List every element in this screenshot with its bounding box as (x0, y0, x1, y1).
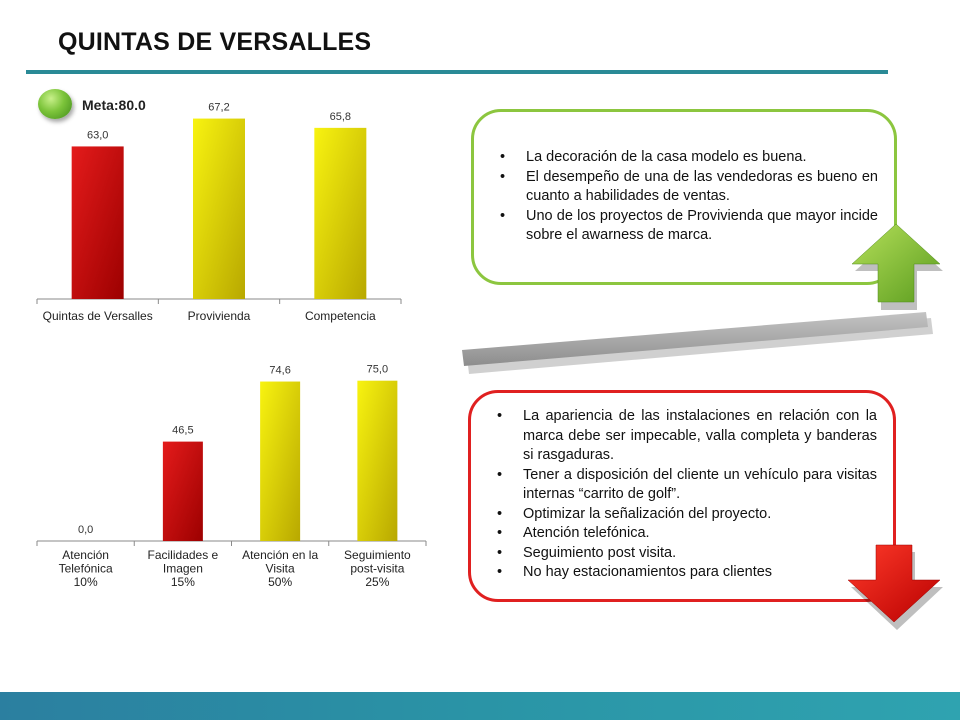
bar (193, 118, 245, 299)
page-title: QUINTAS DE VERSALLES (58, 28, 372, 56)
goal-indicator-icon (38, 89, 72, 119)
category-label: Provivienda (188, 309, 251, 323)
data-label: 74,6 (269, 365, 290, 377)
bar (260, 381, 301, 541)
category-label: Competencia (305, 309, 376, 323)
weaknesses-box: La apariencia de las instalaciones en re… (468, 390, 896, 602)
goal-label: Meta:80.0 (82, 97, 146, 113)
data-label: 65,8 (330, 111, 351, 123)
data-label: 63,0 (87, 129, 108, 141)
bar (162, 441, 203, 541)
category-label: Visita (266, 562, 295, 576)
category-label: 15% (171, 575, 195, 589)
category-label: Facilidades e (148, 548, 219, 562)
weakness-item: Optimizar la señalización del proyecto. (489, 505, 877, 525)
category-label: post-visita (350, 562, 404, 576)
bar (71, 146, 124, 299)
strengths-box: La decoración de la casa modelo es buena… (471, 109, 897, 285)
strength-item: El desempeño de una de las vendedoras es… (492, 168, 878, 207)
footer-band (0, 692, 960, 720)
weakness-item: Tener a disposición del cliente un vehíc… (489, 466, 877, 505)
category-label: 10% (74, 575, 98, 589)
data-label: 0,0 (78, 524, 93, 536)
category-label: 50% (268, 575, 292, 589)
category-label: Atención en la (242, 548, 318, 562)
data-label: 46,5 (172, 425, 193, 437)
category-label: Imagen (163, 562, 203, 576)
data-label: 67,2 (208, 102, 229, 114)
weakness-item: Atención telefónica. (489, 524, 877, 544)
category-label: 25% (365, 575, 389, 589)
category-label: Telefónica (59, 562, 113, 576)
weakness-item: No hay estacionamientos para clientes (489, 563, 877, 583)
category-label: Seguimiento (344, 548, 411, 562)
weakness-item: La apariencia de las instalaciones en re… (489, 407, 877, 466)
weakness-item: Seguimiento post visita. (489, 544, 877, 564)
category-label: Quintas de Versalles (43, 309, 153, 323)
weaknesses-list: La apariencia de las instalaciones en re… (489, 407, 877, 583)
category-label: Atención (62, 548, 109, 562)
bar (314, 127, 367, 299)
bar (357, 380, 398, 541)
strength-item: Uno de los proyectos de Provivienda que … (492, 207, 878, 246)
data-label: 75,0 (367, 364, 388, 376)
title-divider (26, 70, 888, 74)
strength-item: La decoración de la casa modelo es buena… (492, 148, 878, 168)
strengths-list: La decoración de la casa modelo es buena… (492, 148, 878, 246)
